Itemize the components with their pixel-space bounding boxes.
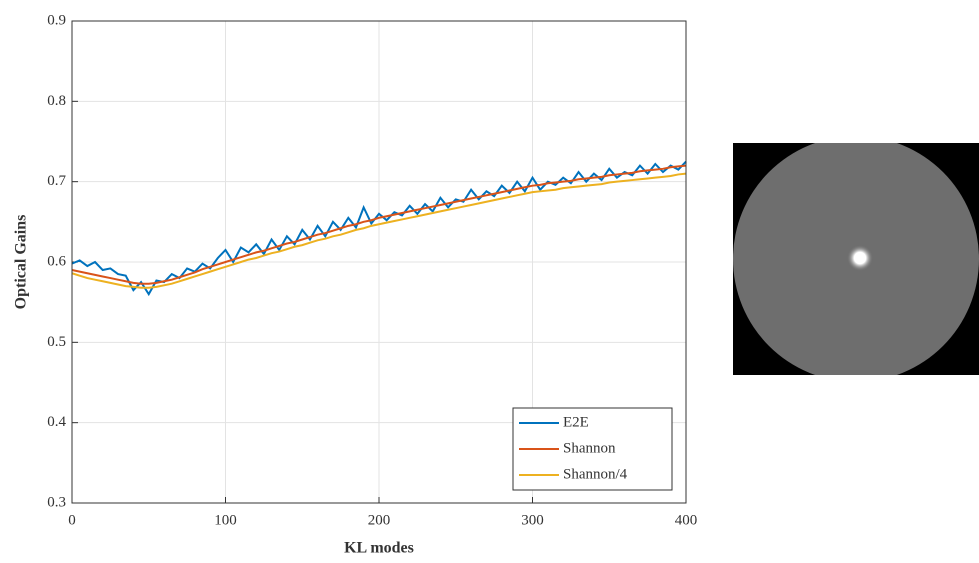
y-axis-label: Optical Gains (13, 215, 30, 310)
y-tick-label: 0.9 (47, 12, 66, 28)
y-tick-label: 0.5 (47, 334, 66, 350)
x-axis-label: KL modes (344, 540, 414, 557)
axes-frame (71, 20, 687, 504)
legend-label: Shannon (563, 440, 616, 456)
y-tick-label: 0.8 (47, 93, 66, 109)
legend-label: E2E (563, 414, 589, 430)
data-line (71, 164, 687, 285)
x-tick-label: 300 (521, 512, 544, 528)
y-tick-label: 0.3 (47, 494, 66, 510)
bright-spot (847, 245, 873, 271)
x-tick-label: 100 (214, 512, 237, 528)
x-tick-label: 400 (675, 512, 698, 528)
x-tick-label: 200 (368, 512, 391, 528)
psf-image (733, 143, 979, 375)
y-tick-label: 0.4 (47, 414, 66, 430)
y-tick-label: 0.6 (47, 253, 66, 269)
legend: E2E Shannon Shannon/4 (512, 407, 673, 491)
legend-label: Shannon/4 (563, 466, 628, 482)
y-tick-label: 0.7 (47, 173, 66, 189)
plot: 0.3 0.4 0.5 0.6 0.7 0.8 0.9 0 100 200 300 400 E2E Sha… (47, 12, 697, 528)
x-tick-label: 0 (68, 512, 76, 528)
data-line (71, 172, 687, 289)
